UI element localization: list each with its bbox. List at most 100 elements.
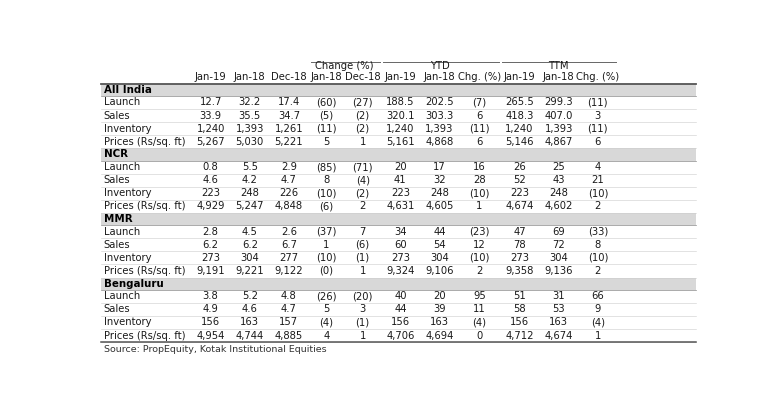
Text: (2): (2) [356,110,370,120]
Text: 72: 72 [552,240,565,250]
Text: 4: 4 [594,162,601,172]
Text: 4.6: 4.6 [203,175,218,185]
Text: Inventory: Inventory [104,318,152,328]
Text: 4,605: 4,605 [425,201,454,211]
Bar [101,329,695,342]
Text: 4.7: 4.7 [281,175,297,185]
Text: 47: 47 [514,227,526,237]
Text: 5,267: 5,267 [197,137,225,147]
Text: 1,261: 1,261 [274,124,303,134]
Text: 304: 304 [549,253,568,263]
Text: (85): (85) [316,162,336,172]
Text: Dec-18: Dec-18 [271,72,307,82]
Text: YTD: YTD [430,61,450,71]
Text: 156: 156 [201,318,220,328]
Text: 17: 17 [433,162,446,172]
Text: 1,240: 1,240 [386,124,414,134]
Text: 6: 6 [476,110,483,120]
Text: 41: 41 [394,175,406,185]
Bar [101,238,695,251]
Text: 4,954: 4,954 [197,330,225,340]
Text: 9,136: 9,136 [545,266,573,276]
Text: 2: 2 [360,201,366,211]
Text: Inventory: Inventory [104,188,152,198]
Text: Jan-18: Jan-18 [311,72,343,82]
Text: 157: 157 [280,318,298,328]
Text: 21: 21 [591,175,605,185]
Text: Jan-19: Jan-19 [503,72,535,82]
Text: 4,712: 4,712 [505,330,534,340]
Text: Sales: Sales [104,304,131,314]
Text: 54: 54 [433,240,446,250]
Text: (4): (4) [472,318,486,328]
Text: 4,868: 4,868 [425,137,454,147]
Text: 277: 277 [280,253,298,263]
Text: (10): (10) [587,253,608,263]
Text: Prices (Rs/sq. ft): Prices (Rs/sq. ft) [104,330,185,340]
Text: 20: 20 [394,162,406,172]
Text: (2): (2) [356,124,370,134]
Bar [101,96,695,109]
Text: 2: 2 [594,201,601,211]
Text: (26): (26) [316,291,336,301]
Text: 34: 34 [394,227,406,237]
Text: 44: 44 [434,227,446,237]
Bar [101,303,695,316]
Text: 4,602: 4,602 [545,201,573,211]
Text: Jan-18: Jan-18 [423,72,455,82]
Text: Sales: Sales [104,110,131,120]
Text: (60): (60) [316,98,336,108]
Text: 8: 8 [323,175,329,185]
Text: Bengaluru: Bengaluru [104,279,163,289]
Text: 9,324: 9,324 [386,266,414,276]
Text: 12: 12 [473,240,486,250]
Text: Jan-19: Jan-19 [385,72,416,82]
Text: 0: 0 [476,330,483,340]
Text: 43: 43 [552,175,565,185]
Text: MMR: MMR [104,214,132,224]
Bar [101,84,695,96]
Text: 6.7: 6.7 [281,240,297,250]
Bar [101,278,695,290]
Text: 4,694: 4,694 [425,330,454,340]
Bar [101,109,695,122]
Text: 5: 5 [323,137,329,147]
Text: 32.2: 32.2 [239,98,261,108]
Text: 33.9: 33.9 [200,110,221,120]
Text: (33): (33) [587,227,608,237]
Text: 9,106: 9,106 [425,266,454,276]
Text: Inventory: Inventory [104,124,152,134]
Text: 34.7: 34.7 [278,110,300,120]
Text: (37): (37) [316,227,336,237]
Text: 40: 40 [394,291,406,301]
Text: Prices (Rs/sq. ft): Prices (Rs/sq. ft) [104,266,185,276]
Bar [101,251,695,264]
Text: (0): (0) [319,266,333,276]
Text: 1,240: 1,240 [505,124,534,134]
Text: 1,393: 1,393 [545,124,573,134]
Text: 4,848: 4,848 [275,201,303,211]
Text: 5,221: 5,221 [274,137,303,147]
Text: 2: 2 [476,266,483,276]
Text: 1: 1 [360,137,366,147]
Text: 5,161: 5,161 [386,137,415,147]
Text: 3: 3 [360,304,366,314]
Text: TTM: TTM [549,61,569,71]
Text: 9: 9 [594,304,601,314]
Text: (71): (71) [353,162,373,172]
Text: 304: 304 [430,253,449,263]
Text: 265.5: 265.5 [505,98,534,108]
Text: 418.3: 418.3 [505,110,534,120]
Text: (10): (10) [469,188,490,198]
Text: 32: 32 [433,175,446,185]
Text: (23): (23) [469,227,490,237]
Text: 303.3: 303.3 [425,110,454,120]
Text: 226: 226 [280,188,298,198]
Text: Jan-19: Jan-19 [195,72,227,82]
Text: 223: 223 [391,188,409,198]
Text: (7): (7) [472,98,486,108]
Text: Inventory: Inventory [104,253,152,263]
Text: 156: 156 [391,318,410,328]
Text: 7: 7 [360,227,366,237]
Text: 407.0: 407.0 [545,110,573,120]
